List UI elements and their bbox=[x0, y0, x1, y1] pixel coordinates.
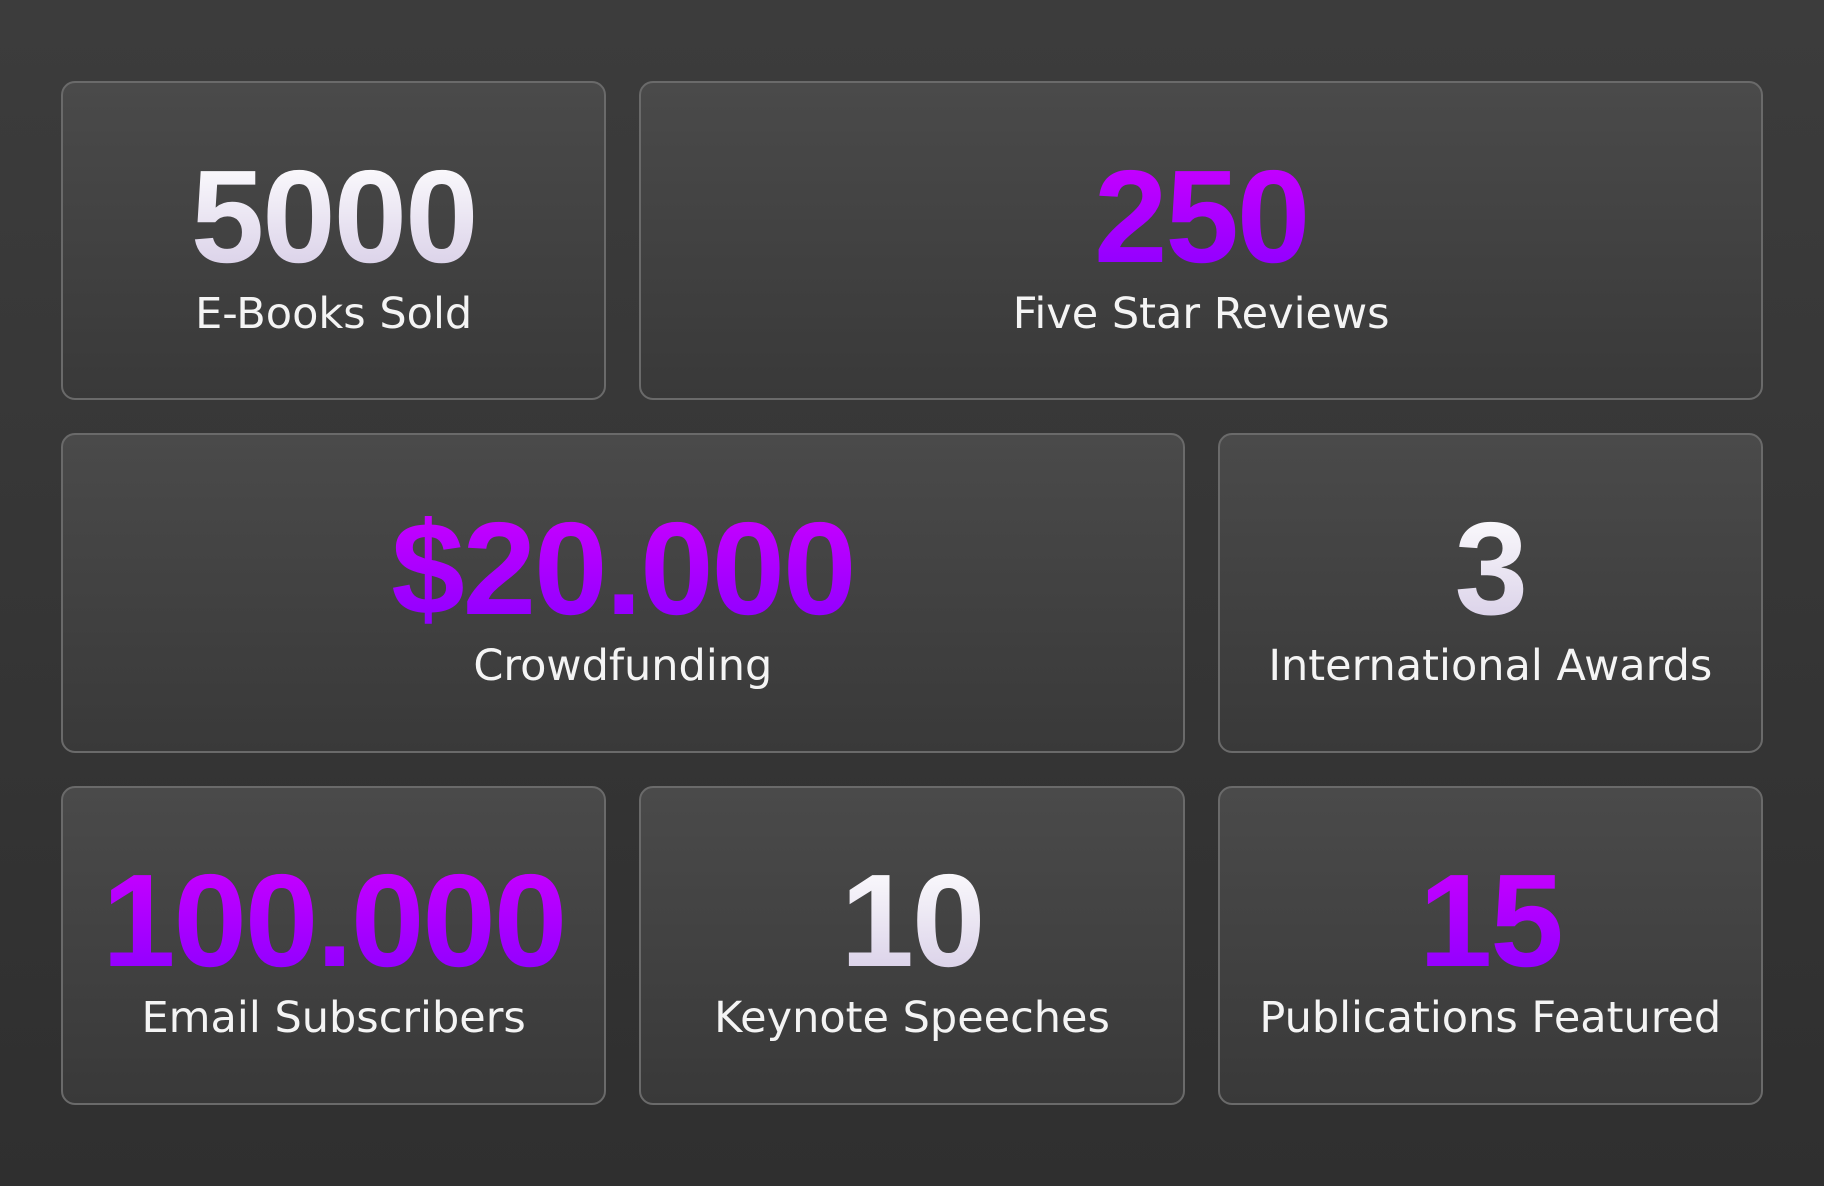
stat-value: 5000 bbox=[190, 142, 479, 290]
stats-grid: 5000 E-Books Sold 250 Five Star Reviews $20.… bbox=[61, 81, 1763, 1105]
stat-value: 10 bbox=[840, 847, 986, 995]
stat-value: $20.000 bbox=[391, 494, 856, 642]
stat-card: 10 Keynote Speeches bbox=[639, 785, 1185, 1105]
stat-card: 100.000 Email Subscribers bbox=[61, 785, 607, 1105]
stat-card: 250 Five Star Reviews bbox=[639, 81, 1763, 401]
stat-value: 3 bbox=[1454, 494, 1528, 642]
stat-label: Keynote Speeches bbox=[714, 993, 1110, 1044]
stat-card: $20.000 Crowdfunding bbox=[61, 433, 1185, 753]
stat-value: 100.000 bbox=[102, 847, 567, 995]
stat-value: 250 bbox=[1094, 142, 1310, 290]
stat-card: 5000 E-Books Sold bbox=[61, 81, 607, 401]
stat-label: E-Books Sold bbox=[195, 288, 473, 339]
stat-label: International Awards bbox=[1268, 640, 1713, 691]
stat-label: Crowdfunding bbox=[473, 640, 773, 691]
stat-label: Publications Featured bbox=[1259, 993, 1722, 1044]
stat-card: 15 Publications Featured bbox=[1217, 785, 1763, 1105]
stat-label: Five Star Reviews bbox=[1012, 288, 1390, 339]
stat-value: 15 bbox=[1418, 847, 1564, 995]
stat-card: 3 International Awards bbox=[1217, 433, 1763, 753]
stat-label: Email Subscribers bbox=[141, 993, 526, 1044]
